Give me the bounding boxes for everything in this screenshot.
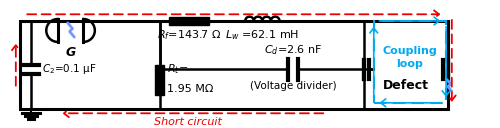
- Text: 1.95 MΩ: 1.95 MΩ: [167, 84, 214, 94]
- Text: $C_2$=0.1 μF: $C_2$=0.1 μF: [42, 62, 96, 77]
- Text: Defect: Defect: [383, 79, 429, 92]
- Text: $R_f$=143.7 Ω: $R_f$=143.7 Ω: [157, 28, 222, 42]
- Bar: [374, 21, 446, 103]
- Text: G: G: [66, 46, 76, 59]
- Text: Coupling
loop: Coupling loop: [382, 46, 438, 69]
- Text: (Voltage divider): (Voltage divider): [250, 81, 336, 91]
- Bar: [155, 65, 164, 95]
- Bar: [20, 21, 448, 109]
- Bar: [169, 17, 209, 25]
- Text: $C_d$=2.6 nF: $C_d$=2.6 nF: [264, 43, 322, 57]
- Text: $R_t$=: $R_t$=: [167, 62, 188, 76]
- Text: Short circuit: Short circuit: [154, 117, 222, 127]
- Text: $L_w$ =62.1 mH: $L_w$ =62.1 mH: [226, 28, 300, 42]
